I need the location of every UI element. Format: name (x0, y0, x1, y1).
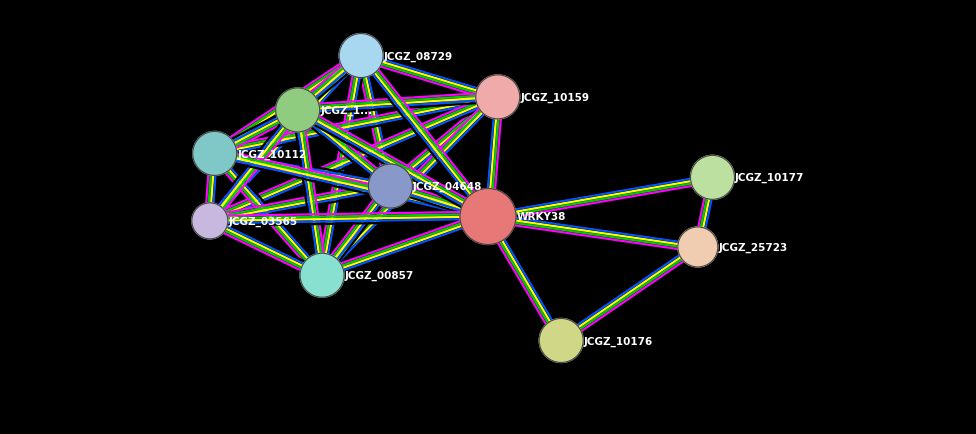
Circle shape (460, 189, 516, 245)
Text: JCGZ_25723: JCGZ_25723 (718, 242, 788, 253)
Text: JCGZ_10159: JCGZ_10159 (520, 92, 590, 103)
Text: JCGZ_10112: JCGZ_10112 (237, 149, 306, 159)
Text: JCGZ_10177: JCGZ_10177 (735, 173, 804, 183)
Circle shape (300, 253, 345, 298)
Text: JCGZ_03565: JCGZ_03565 (228, 216, 298, 227)
Text: JCGZ_08729: JCGZ_08729 (384, 51, 453, 62)
Text: JCGZ_1...: JCGZ_1... (320, 105, 372, 116)
Text: WRKY38: WRKY38 (516, 212, 566, 222)
Text: JCGZ_04648: JCGZ_04648 (413, 181, 482, 192)
Circle shape (368, 164, 413, 209)
Circle shape (678, 227, 717, 267)
Circle shape (192, 132, 237, 176)
Circle shape (192, 204, 227, 239)
Circle shape (339, 34, 384, 79)
Circle shape (275, 89, 320, 133)
Circle shape (539, 319, 584, 363)
Text: JCGZ_10176: JCGZ_10176 (584, 335, 653, 346)
Circle shape (475, 76, 520, 120)
Text: JCGZ_00857: JCGZ_00857 (345, 270, 414, 281)
Circle shape (690, 156, 735, 200)
